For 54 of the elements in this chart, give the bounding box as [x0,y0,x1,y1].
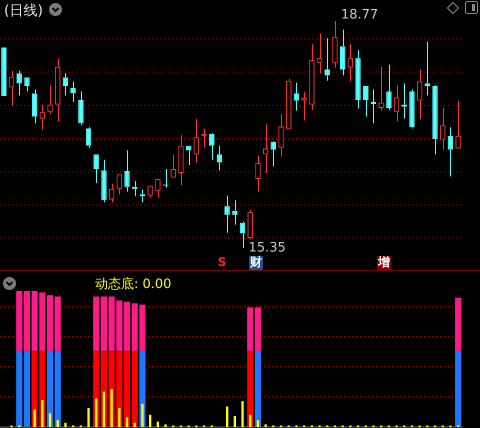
candlestick [348,44,354,82]
text: 增 [377,255,390,270]
candlestick [186,146,192,166]
bar [226,406,228,427]
candlestick [278,113,284,157]
candlestick [286,78,292,130]
candlestick [309,44,315,110]
bar [110,389,113,427]
bar [33,410,36,427]
bar [41,400,44,427]
candlestick [16,70,22,96]
candlestick [155,178,161,198]
candlestick [270,142,276,167]
candlestick [32,88,38,124]
candlestick [86,126,92,148]
candlestick [116,174,122,195]
text: S [218,255,226,270]
bar [95,398,98,427]
bar [118,408,121,427]
candlestick [78,90,84,126]
candlestick [194,118,200,163]
candlestick [440,107,446,150]
candlestick [70,80,76,102]
bar [247,350,254,427]
annotation: 18.77 [340,7,378,22]
bar [264,424,267,427]
candlestick [386,64,392,110]
candlestick [94,154,99,184]
candlestick [147,186,153,198]
candlestick [340,29,346,76]
candlestick [416,68,422,120]
bar [455,350,462,427]
bar [148,414,152,427]
text: 财 [249,255,262,270]
chart-title: 动态底: 0.00 [95,276,172,293]
candlestick [455,100,461,148]
candlestick [232,200,238,226]
bar [56,420,59,427]
bar [156,422,160,427]
bar [254,350,262,427]
bar [32,350,38,427]
candlestick [363,86,368,118]
candlestick [370,88,376,124]
candlestick [209,134,214,160]
candlestick [316,33,322,74]
chart-title: (日线) [4,2,43,20]
candlestick [55,58,60,122]
annotation: 15.35 [248,240,286,256]
candlestick [248,210,253,240]
bar [134,422,136,427]
bar [249,414,252,427]
bar [455,298,462,351]
candlestick [108,183,114,203]
bar [234,416,236,427]
